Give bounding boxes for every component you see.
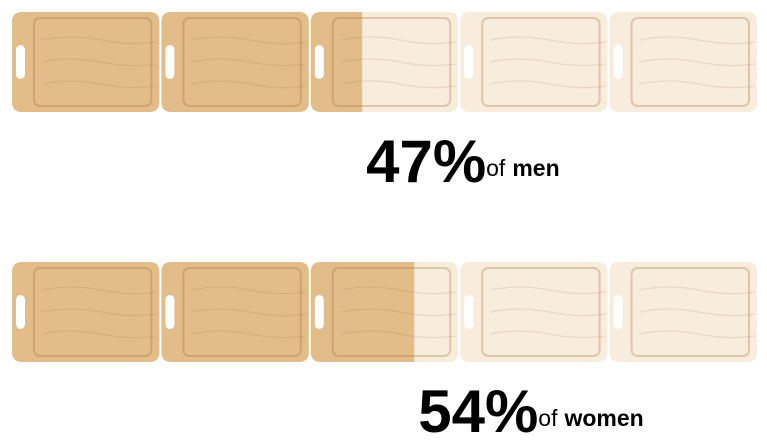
board-inner: [630, 17, 750, 107]
board-shape: [609, 12, 757, 112]
board-inner: [33, 267, 153, 357]
board-inner: [630, 267, 750, 357]
category-name: women: [563, 405, 643, 431]
board-shape: [460, 12, 608, 112]
wood-grain: [191, 330, 307, 339]
board-icon: [609, 262, 757, 362]
board-shape: [460, 262, 608, 362]
board-handle: [613, 295, 623, 329]
board-inner: [331, 267, 452, 357]
wood-grain: [191, 286, 307, 295]
category-label: of men: [486, 155, 559, 181]
board-icon: [609, 12, 757, 112]
wood-grain: [340, 80, 456, 89]
wood-grain: [490, 330, 606, 339]
wood-grain: [639, 80, 755, 89]
board-handle: [613, 45, 623, 79]
fill-bar: [12, 262, 415, 362]
board-inner: [481, 267, 601, 357]
value-label: 47%: [366, 128, 486, 195]
wood-grain: [340, 36, 456, 45]
category-label: of women: [538, 405, 643, 431]
wood-grain: [41, 80, 158, 89]
wood-grain: [340, 286, 456, 295]
wood-grain: [490, 58, 606, 67]
board-inner: [481, 17, 601, 107]
wood-grain: [490, 36, 606, 45]
wood-grain: [340, 308, 456, 317]
category-prefix: of: [486, 155, 506, 181]
wood-grain: [41, 58, 158, 67]
wood-grain: [490, 308, 606, 317]
wood-grain: [41, 286, 158, 295]
board-shape: [609, 262, 757, 362]
board-inner: [33, 17, 153, 107]
wood-grain: [41, 36, 158, 45]
fill-bar: [12, 12, 363, 112]
board-inner: [182, 17, 302, 107]
board-icon: [460, 262, 608, 362]
wood-grain: [191, 36, 307, 45]
board-inner: [182, 267, 302, 357]
wood-grain: [490, 286, 606, 295]
wood-grain: [41, 308, 158, 317]
category-name: men: [512, 155, 559, 181]
wood-grain: [191, 308, 307, 317]
board-inner: [331, 17, 452, 107]
wood-grain: [639, 330, 755, 339]
board-handle: [464, 295, 474, 329]
value-label: 54%: [418, 378, 538, 440]
wood-grain: [639, 36, 755, 45]
wood-grain: [191, 80, 307, 89]
wood-grain: [340, 58, 456, 67]
wood-grain: [639, 58, 755, 67]
wood-grain: [639, 286, 755, 295]
wood-grain: [191, 58, 307, 67]
wood-grain: [490, 80, 606, 89]
wood-grain: [639, 308, 755, 317]
wood-grain: [340, 330, 456, 339]
board-icon: [460, 12, 608, 112]
category-prefix: of: [538, 405, 558, 431]
wood-grain: [41, 330, 158, 339]
board-handle: [464, 45, 474, 79]
